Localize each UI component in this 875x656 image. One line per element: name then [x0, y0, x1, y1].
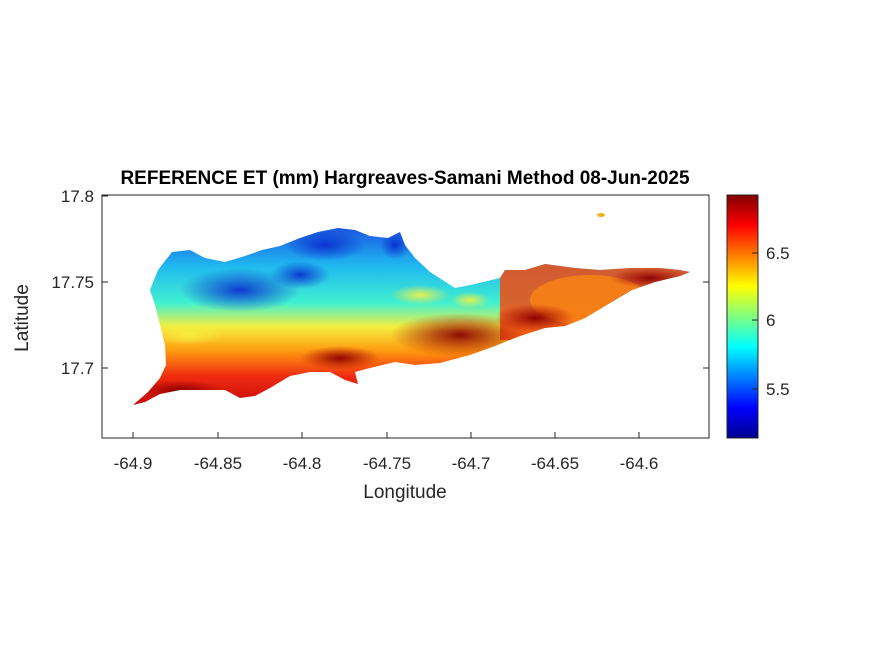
y-tick-label: 17.75	[51, 273, 94, 292]
colorbar-tick-label: 5.5	[766, 380, 790, 399]
x-tick-label: -64.65	[531, 454, 579, 473]
y-axis: 17.7 17.75 17.8 Latitude	[12, 187, 709, 378]
x-tick-label: -64.8	[283, 454, 322, 473]
colorbar: 5.5 6 6.5	[726, 194, 790, 439]
x-tick-label: -64.85	[194, 454, 242, 473]
colorbar-gradient	[726, 194, 759, 439]
x-tick-label: -64.7	[452, 454, 491, 473]
x-axis: -64.9 -64.85 -64.8 -64.75 -64.7 -64.65 -…	[114, 432, 659, 503]
map-axes	[101, 194, 710, 439]
y-tick-label: 17.8	[61, 187, 94, 206]
x-tick-label: -64.9	[114, 454, 153, 473]
x-tick-label: -64.6	[620, 454, 659, 473]
y-axis-label: Latitude	[12, 284, 33, 352]
x-tick-label: -64.75	[363, 454, 411, 473]
colorbar-tick-label: 6.5	[766, 244, 790, 263]
colorbar-tick-label: 6	[766, 311, 775, 330]
y-tick-label: 17.7	[61, 359, 94, 378]
map-title: REFERENCE ET (mm) Hargreaves-Samani Meth…	[120, 168, 690, 189]
x-axis-label: Longitude	[363, 482, 446, 503]
islet	[597, 213, 605, 217]
